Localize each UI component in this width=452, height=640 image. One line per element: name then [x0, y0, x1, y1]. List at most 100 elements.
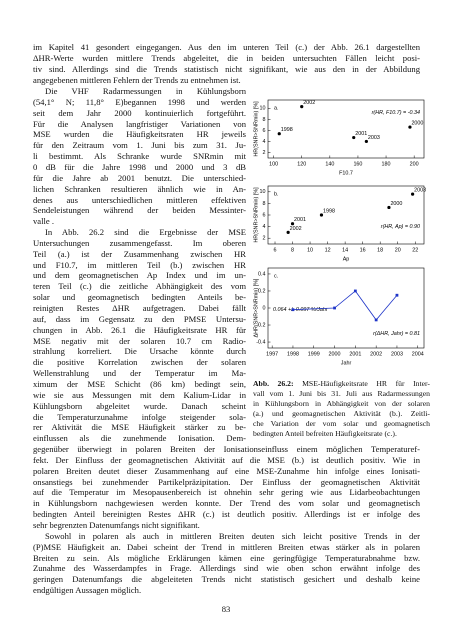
- text-line: einflussen als die zunehmende Ionisation…: [33, 433, 246, 444]
- x-tick-label: 200: [410, 161, 419, 167]
- text-line: teren Teil (c.) die zeitliche Abhängigke…: [33, 281, 246, 292]
- x-tick-label: 2000: [329, 351, 341, 357]
- text-line: solar und geomagnetisch bedingten Anteil…: [33, 292, 246, 303]
- annotation: r(HR, Ap) = 0.90: [381, 224, 420, 230]
- y-tick-label: 2: [263, 150, 266, 156]
- x-tick-label: 8: [291, 247, 294, 253]
- y-tick-label: 0.4: [258, 271, 266, 277]
- text-line: rer Aktivität die MSE Häufigkeit stärker…: [33, 422, 246, 433]
- annotation: r(ΔHR, Jahr) = 0.81: [373, 331, 420, 337]
- caption-line: che Variation der vom solar und geomagne…: [253, 419, 430, 429]
- data-point: [290, 222, 295, 226]
- text-line: und F10.7, im mittleren Teil (b.) zwisch…: [33, 259, 246, 270]
- x-tick-label: 6: [274, 247, 277, 253]
- y-tick-label: 6: [263, 212, 266, 218]
- caption-text: che Variation der vom solar und geomagne…: [253, 418, 430, 428]
- x-tick-label: 1999: [308, 351, 320, 357]
- caption-line: in Kühlungsborn in Abhängigkeit von der …: [253, 399, 430, 409]
- text-line: chungen in Abb. 26.1 die Häufigkeitsrate…: [33, 324, 246, 335]
- panel-label: b.: [274, 191, 279, 197]
- text-line: endgültigen Aussagen möglich.: [33, 585, 142, 596]
- x-tick-label: 180: [382, 161, 391, 167]
- y-tick-label: -0.4: [256, 339, 265, 345]
- text-line: in Kühlungsborn nachgewiesen werden konn…: [33, 498, 420, 509]
- x-axis-label: Jahr: [341, 360, 352, 366]
- data-point: [277, 132, 281, 136]
- text-line: ximum der MSE Schicht (86 km) bedingt se…: [33, 378, 246, 389]
- caption-text: bedingten Anteil befreiten Häufigkeitsra…: [253, 428, 397, 438]
- text-line: für die Jahre ab 2001 benutzt. Die unter…: [33, 172, 246, 183]
- data-point: [286, 230, 290, 234]
- x-tick-label: 16: [360, 247, 366, 253]
- y-tick-label: 6: [263, 128, 266, 134]
- point-label: 1998: [323, 208, 335, 214]
- panel-label: c.: [274, 273, 278, 279]
- text-line: wie sie aus Messungen mit dem Kalium-Lid…: [33, 389, 246, 400]
- point-label: 2001: [355, 131, 367, 137]
- text-line: (54,1° N; 11,8° E)begannen 1998 und werd…: [33, 96, 246, 107]
- y-axis-label: ΔHR(SNR>SNRmin) [%]: [253, 278, 259, 337]
- text-line: Sendeleistungen während der beiden Messi…: [33, 205, 246, 216]
- data-point: [291, 308, 295, 312]
- x-tick-label: 10: [307, 247, 313, 253]
- point-label: 2002: [290, 226, 302, 232]
- text-line: für den Zeitraum vom 1. Juni bis zum 31.…: [33, 140, 246, 151]
- text-line: angegebenen mittleren Fehlern der Trends…: [33, 74, 241, 85]
- x-tick-label: 2002: [370, 351, 382, 357]
- y-tick-label: 0.2: [258, 288, 266, 294]
- panel-label: a.: [274, 105, 279, 111]
- x-axis-label: F10.7: [339, 170, 353, 176]
- text-line: Untersuchungen zusammengefasst. Im obere…: [33, 237, 246, 248]
- text-line: geringen Datenumfangs die abgeleiteten T…: [33, 574, 420, 585]
- caption-text: vall vom 1. Juni bis 31. Juli aus Radarm…: [253, 388, 430, 398]
- point-label: 2001: [294, 217, 306, 223]
- x-tick-label: 1998: [287, 351, 299, 357]
- text-line: Sowohl in polaren als auch in mittleren …: [45, 530, 420, 541]
- text-line: 0 dB für die Jahre 1998 und 2000 und 3 d…: [33, 161, 246, 172]
- x-tick-label: 1997: [266, 351, 278, 357]
- y-axis-label: HR(SNR>SNRmin) [%]: [253, 187, 259, 243]
- data-point: [374, 318, 378, 322]
- point-label: 2002: [303, 100, 315, 106]
- text-line: In Abb. 26.2 sind die Ergebnisse der MSE: [45, 227, 246, 238]
- text-line: Zunahme des Wasserdampfes in Frage. Alle…: [33, 563, 420, 574]
- text-line: die Temperaturzunahme infolge steigender…: [33, 411, 246, 422]
- caption-line: bedingten Anteil befreiten Häufigkeitsra…: [253, 429, 430, 439]
- data-point: [319, 213, 324, 217]
- caption-line: Abb. 26.2: MSE-Häufigkeitsrate HR für In…: [253, 379, 430, 389]
- text-line: auf, dass im Gegensatz zu den PMSE Unter…: [33, 313, 246, 324]
- text-line: Breiten zu sein. Als mögliche Erklärunge…: [33, 552, 420, 563]
- point-label: 2000: [390, 201, 402, 207]
- text-line: MSE negativ mit der solaren 10.7 cm Radi…: [33, 335, 246, 346]
- text-line: bedingten Anteil bereinigten Restes ΔHR …: [33, 509, 420, 520]
- text-line: ΔHR-Werte wurden mittlere Trends abgelei…: [33, 52, 420, 63]
- annotation: r(HR, F10.7) = -0.34: [372, 110, 420, 116]
- caption-label: Abb. 26.2:: [253, 378, 294, 388]
- y-tick-label: 4: [263, 224, 266, 230]
- text-line: lichen Schranken resultieren ähnlich wie…: [33, 183, 246, 194]
- caption-text: (a.) und geomagnetischen Aktivität (b.).…: [253, 408, 430, 418]
- caption-text: in Kühlungsborn in Abhängigkeit von der …: [253, 398, 430, 408]
- x-tick-label: 18: [377, 247, 383, 253]
- text-line: seit dem Jahr 2000 kontinuierlich fortge…: [33, 107, 246, 118]
- x-axis-label: Ap: [343, 256, 350, 262]
- x-tick-label: 2004: [412, 351, 424, 357]
- data-point: [411, 192, 415, 196]
- point-label: 2000: [411, 120, 423, 126]
- y-axis-label: HR(SNR>SNRmin) [%]: [253, 101, 259, 157]
- data-point: [300, 105, 304, 109]
- text-line: die positive Korrelation zwischen der so…: [33, 357, 246, 368]
- x-tick-label: 14: [342, 247, 348, 253]
- text-line: reinigten Restes ΔHR aufgetragen. Dabei …: [33, 303, 246, 313]
- y-tick-label: 10: [260, 106, 266, 112]
- point-label: 2003: [414, 188, 426, 194]
- y-tick-label: 4: [263, 139, 266, 145]
- text-line: polaren Breiten deutet dieser Zusammenha…: [33, 465, 420, 476]
- x-tick-label: 22: [412, 247, 418, 253]
- data-point: [364, 139, 368, 144]
- text-line: denes aus unterschiedlichen mittleren ef…: [33, 194, 246, 205]
- y-tick-label: -0.2: [256, 322, 265, 328]
- text-line: valle .: [33, 216, 54, 227]
